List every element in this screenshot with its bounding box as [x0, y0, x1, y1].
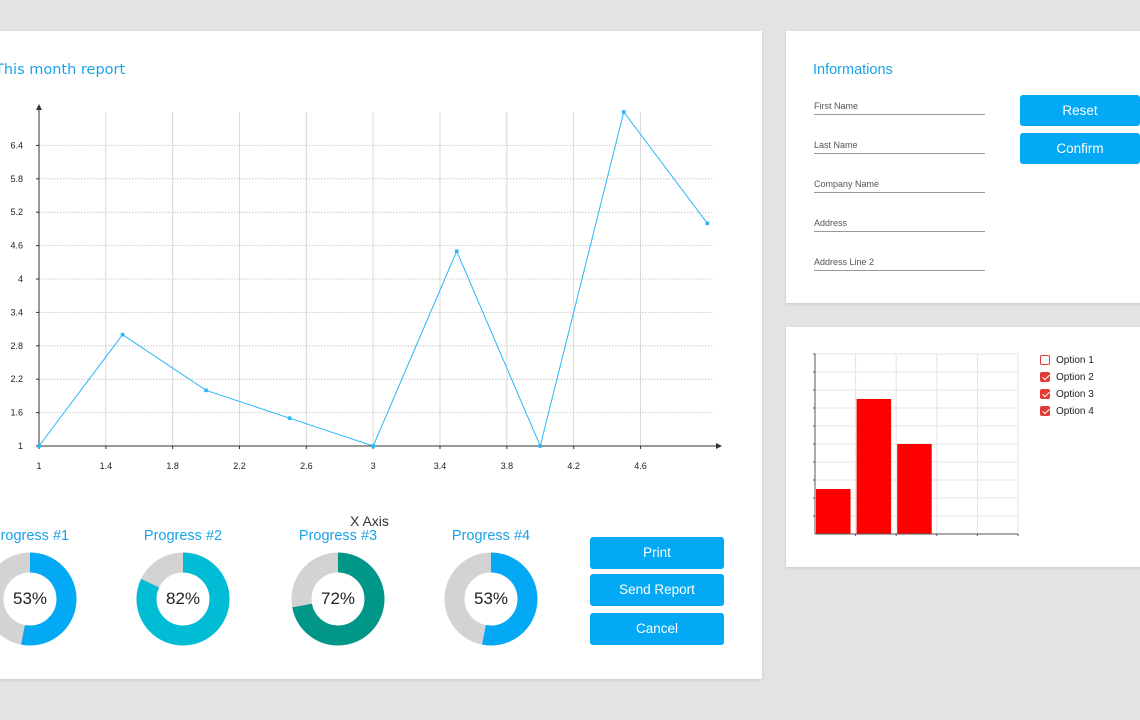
progress-value: 53% [473, 589, 509, 608]
y-tick-label: 4.6 [10, 241, 23, 251]
y-tick-label: 6.4 [10, 140, 23, 150]
donut-fill [0, 552, 77, 646]
y-tick-label: 4 [18, 274, 23, 284]
address-line-2-input[interactable] [814, 253, 985, 271]
print-button[interactable]: Print [590, 537, 724, 569]
progress-label: Progress #4 [451, 528, 531, 544]
data-point [538, 444, 543, 448]
donut-chart [0, 552, 77, 646]
progress-3: Progress #3 72% [263, 528, 413, 646]
data-point [120, 332, 125, 337]
y-tick-label: 5.8 [10, 174, 23, 184]
data-point [621, 110, 626, 114]
x-tick-label: 2.6 [300, 461, 313, 471]
info-title: Informations [813, 62, 893, 78]
bar-chart [813, 353, 1019, 536]
progress-donut: 82% [136, 552, 230, 646]
x-tick-label: 1.4 [100, 461, 113, 471]
checkbox[interactable] [1040, 389, 1050, 399]
progress-4: Progress #4 53% [416, 528, 566, 646]
x-tick-label: 2.2 [233, 461, 246, 471]
x-tick-label: 3.8 [501, 461, 514, 471]
send-report-button[interactable]: Send Report [590, 574, 724, 606]
address-input[interactable] [814, 214, 985, 232]
y-axis-arrow [36, 104, 42, 110]
option-label: Option 2 [1056, 371, 1094, 383]
option-2[interactable]: Option 2 [1040, 370, 1094, 384]
line-chart: 1 1.4 1.8 2.2 2.6 3 3.4 3.8 4.2 4.6 1 1.6 2.2 2.8 3.4 4… [10, 104, 722, 471]
option-label: Option 4 [1056, 405, 1094, 417]
progress-label: Progress #2 [143, 528, 223, 544]
donut-chart [136, 552, 230, 646]
checkbox[interactable] [1040, 406, 1050, 416]
x-tick-label: 1 [36, 461, 41, 471]
checkbox[interactable] [1040, 372, 1050, 382]
info-card: Informations Reset Confirm [786, 31, 1140, 303]
company-name-field [814, 172, 985, 193]
y-tick-label: 1 [18, 441, 23, 451]
bar [856, 399, 892, 534]
option-3[interactable]: Option 3 [1040, 387, 1094, 401]
y-tick-label: 2.8 [10, 341, 23, 351]
progress-donut: 72% [291, 552, 385, 646]
progress-1: Progress #1 53% [0, 528, 105, 646]
x-tick-label: 1.8 [166, 461, 179, 471]
y-tick-label: 1.6 [10, 408, 23, 418]
report-title: This month report [0, 62, 126, 78]
x-axis-arrow [716, 443, 722, 449]
progress-value: 82% [165, 589, 201, 608]
data-point [37, 444, 41, 448]
bar [897, 444, 932, 534]
confirm-button[interactable]: Confirm [1020, 133, 1140, 164]
progress-label: Progress #3 [298, 528, 378, 544]
bar-chart-card: Option 1 Option 2 Option 3 Option 4 [786, 327, 1140, 567]
company-name-input[interactable] [814, 175, 985, 193]
option-label: Option 3 [1056, 388, 1094, 400]
donut-fill [136, 552, 230, 646]
progress-donut: 53% [0, 552, 77, 646]
donut-fill [444, 552, 538, 646]
data-point [287, 416, 292, 420]
y-tick-label: 3.4 [10, 307, 23, 317]
progress-donut: 53% [444, 552, 538, 646]
x-tick-label: 4.2 [567, 461, 580, 471]
y-tick-label: 5.2 [10, 207, 23, 217]
option-4[interactable]: Option 4 [1040, 404, 1094, 418]
progress-label: Progress #1 [0, 528, 70, 544]
progress-value: 53% [12, 589, 48, 608]
first-name-field [814, 94, 985, 115]
bar [816, 489, 851, 534]
data-point [204, 388, 208, 393]
progress-value: 72% [320, 589, 356, 608]
option-1[interactable]: Option 1 [1040, 353, 1094, 367]
x-tick-label: 3.4 [434, 461, 447, 471]
address-field [814, 211, 985, 232]
x-tick-label: 3 [371, 461, 376, 471]
cancel-button[interactable]: Cancel [590, 613, 724, 645]
donut-chart [291, 552, 385, 646]
address-line-2-field [814, 250, 985, 271]
data-point [454, 249, 459, 253]
data-point [705, 221, 710, 226]
donut-fill [291, 552, 385, 646]
donut-chart [444, 552, 538, 646]
first-name-input[interactable] [814, 97, 985, 115]
checkbox[interactable] [1040, 355, 1050, 365]
option-label: Option 1 [1056, 354, 1094, 366]
last-name-input[interactable] [814, 136, 985, 154]
x-axis-title: X Axis [350, 513, 389, 529]
data-point [371, 444, 375, 448]
last-name-field [814, 133, 985, 154]
x-tick-label: 4.6 [634, 461, 647, 471]
report-card: This month report 1 1.4 1.8 2.2 2.6 3 3.4 3.8 4.… [0, 31, 762, 679]
y-tick-label: 2.2 [10, 374, 23, 384]
progress-2: Progress #2 82% [108, 528, 258, 646]
reset-button[interactable]: Reset [1020, 95, 1140, 126]
